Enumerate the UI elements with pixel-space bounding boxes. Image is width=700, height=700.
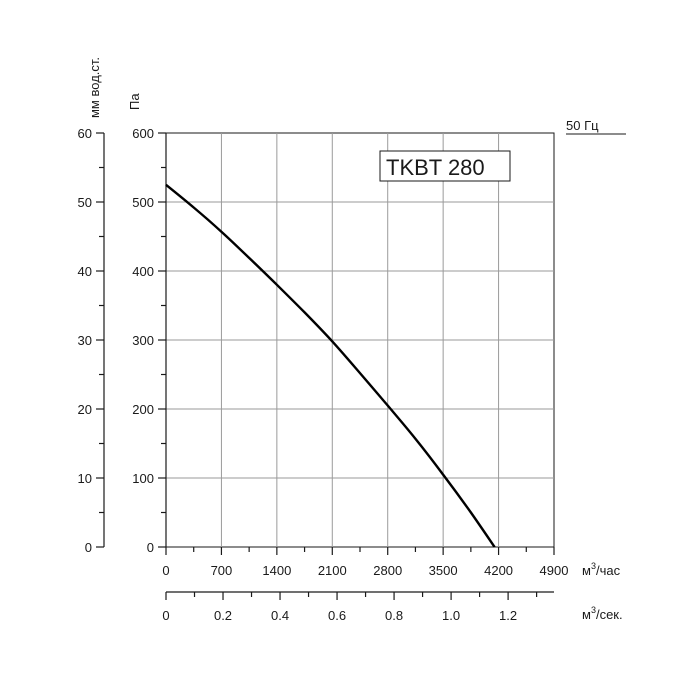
y-outer-tick-label: 30 xyxy=(78,333,92,348)
series-layer xyxy=(165,183,496,548)
y-outer-tick-label: 40 xyxy=(78,264,92,279)
x-secondary-tick-label: 0.6 xyxy=(328,608,346,623)
x-secondary-tick-label: 0.8 xyxy=(385,608,403,623)
x-primary-unit: м3/час xyxy=(582,561,621,578)
x-primary-tick-label: 2800 xyxy=(373,563,402,578)
x-primary-tick-label: 700 xyxy=(211,563,233,578)
y-inner-axis-label: Па xyxy=(127,93,142,110)
x-primary-tick-label: 1400 xyxy=(262,563,291,578)
x-secondary-unit-tail: /сек. xyxy=(596,607,623,622)
y-inner-tick-label: 600 xyxy=(132,126,154,141)
y-outer-tick-label: 60 xyxy=(78,126,92,141)
x-primary-tick-label: 0 xyxy=(162,563,169,578)
y-inner-tick-label: 200 xyxy=(132,402,154,417)
chart-title: TKBT 280 xyxy=(386,155,485,180)
grid-lines xyxy=(166,133,554,547)
y-outer-axis-label: мм вод.ст. xyxy=(87,57,102,118)
y-outer-tick-label: 10 xyxy=(78,471,92,486)
x-primary-tick-label: 4900 xyxy=(540,563,569,578)
x-secondary-unit: м3/сек. xyxy=(582,605,623,622)
y-inner-tick-label: 0 xyxy=(147,540,154,555)
x-secondary-unit-sup: 3 xyxy=(591,605,596,615)
y-inner-tick-label: 400 xyxy=(132,264,154,279)
performance-curve xyxy=(165,183,496,548)
x-primary-unit-sup: 3 xyxy=(591,561,596,571)
y-inner-tick-label: 500 xyxy=(132,195,154,210)
x-secondary-tick-label: 0.2 xyxy=(214,608,232,623)
y-outer-axis: 0 10 20 30 40 50 60 xyxy=(78,126,105,555)
x-primary-tick-label: 2100 xyxy=(318,563,347,578)
x-primary-unit-main: м xyxy=(582,563,591,578)
y-inner-tick-label: 300 xyxy=(132,333,154,348)
x-primary-tick-label: 3500 xyxy=(429,563,458,578)
y-inner-tick-label: 100 xyxy=(132,471,154,486)
x-secondary-tick-label: 0.4 xyxy=(271,608,289,623)
model-title-box xyxy=(379,150,511,182)
x-primary-axis: 0 700 1400 2100 2800 3500 4200 4900 xyxy=(162,547,568,578)
y-outer-tick-label: 50 xyxy=(78,195,92,210)
x-primary-tick-label: 4200 xyxy=(484,563,513,578)
x-secondary-axis: 0 0.2 0.4 0.6 0.8 1.0 1.2 xyxy=(162,591,554,623)
frequency-label: 50 Гц xyxy=(566,118,599,133)
y-inner-axis: 0 100 200 300 400 500 600 xyxy=(132,126,167,555)
x-secondary-unit-main: м xyxy=(582,607,591,622)
x-secondary-tick-label: 1.2 xyxy=(499,608,517,623)
x-secondary-tick-label: 0 xyxy=(162,608,169,623)
y-outer-tick-label: 0 xyxy=(85,540,92,555)
x-secondary-tick-label: 1.0 xyxy=(442,608,460,623)
x-primary-unit-tail: /час xyxy=(596,563,621,578)
y-outer-tick-label: 20 xyxy=(78,402,92,417)
